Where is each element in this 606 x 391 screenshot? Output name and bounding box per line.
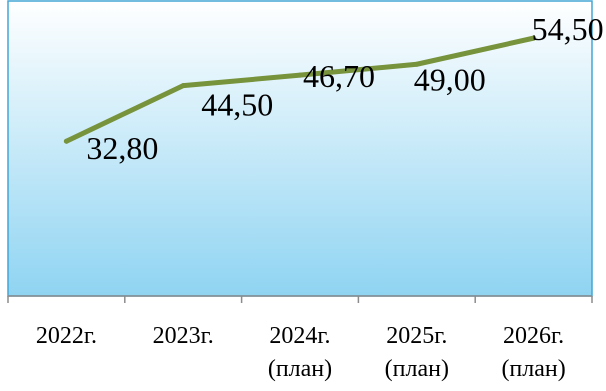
x-tick-label-line: (план) <box>385 356 449 382</box>
x-tick-label: 2025г. (план) <box>385 323 449 382</box>
data-point <box>180 83 186 89</box>
data-point <box>63 138 69 144</box>
plot-area <box>7 0 593 297</box>
data-label: 44,50 <box>201 87 273 123</box>
x-tick-label: 2022г. <box>36 323 97 349</box>
x-tick-label-line: (план) <box>268 356 332 382</box>
data-point <box>531 35 537 41</box>
x-tick-label-line: 2023г. <box>153 323 214 349</box>
data-label: 49,00 <box>414 61 486 97</box>
data-label: 54,50 <box>532 11 604 47</box>
x-tick-label-line: 2024г. <box>269 323 330 349</box>
x-tick-label: 2023г. <box>153 323 214 349</box>
x-tick-label: 2024г. (план) <box>268 323 332 382</box>
data-label: 32,80 <box>86 130 158 166</box>
x-tick-label-line: 2022г. <box>36 323 97 349</box>
data-label: 46,70 <box>303 58 375 94</box>
x-tick-label: 2026г. (план) <box>501 323 565 382</box>
x-tick-label-line: 2025г. <box>386 323 447 349</box>
data-point <box>414 61 420 67</box>
data-point <box>297 72 303 78</box>
x-tick-label-line: (план) <box>501 356 565 382</box>
x-tick-label-line: 2026г. <box>503 323 564 349</box>
